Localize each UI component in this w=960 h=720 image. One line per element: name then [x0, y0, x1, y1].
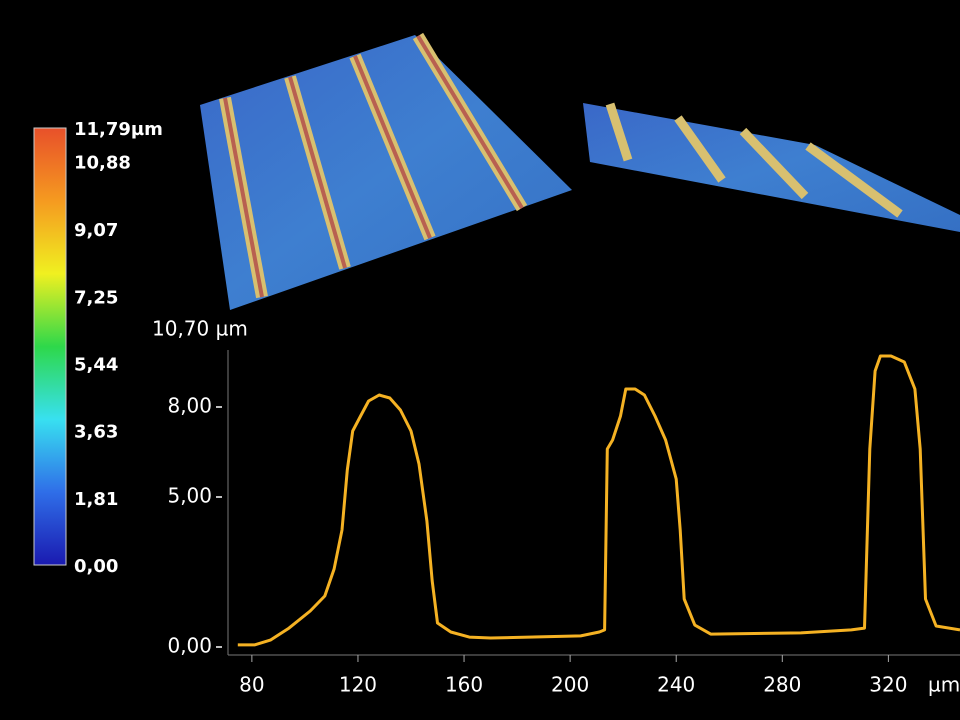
x-tick-label: 120 [339, 673, 377, 697]
y-tick-label: 8,00 [167, 394, 212, 418]
colorbar-label: 9,07 [74, 220, 118, 241]
profile-line [237, 354, 960, 647]
colorbar-scale [33, 127, 67, 566]
colorbar-label: 1,81 [74, 489, 118, 510]
colorbar-label: 0,00 [74, 556, 118, 577]
y-axis-top-label: 10,70 µm [152, 317, 248, 341]
profile-plot: 0,00 5,00 8,00 10,70 µm 80 120 160 200 240 280 320… [152, 317, 960, 697]
x-tick-label: 280 [763, 673, 801, 697]
colorbar-label: 3,63 [74, 421, 118, 442]
colorbar-label: 5,44 [74, 354, 118, 375]
y-tick-label: 0,00 [167, 634, 212, 658]
x-tick-label: 240 [657, 673, 695, 697]
y-tick-label: 5,00 [167, 484, 212, 508]
colorbar-label: 10,88 [74, 153, 131, 174]
surface-3d-left [200, 32, 572, 310]
colorbar-label: 11,79µm [74, 119, 163, 140]
surface-3d-right [583, 102, 960, 232]
x-tick-label: 320 [869, 673, 907, 697]
colorbar-label: 7,25 [74, 287, 118, 308]
x-tick-label: 200 [551, 673, 589, 697]
x-tick-label: 80 [239, 673, 264, 697]
x-tick-label: 160 [445, 673, 483, 697]
x-axis-unit: µm [928, 673, 960, 697]
colorbar: 11,79µm 10,88 9,07 7,25 5,44 3,63 1,81 0,00 [33, 119, 163, 577]
